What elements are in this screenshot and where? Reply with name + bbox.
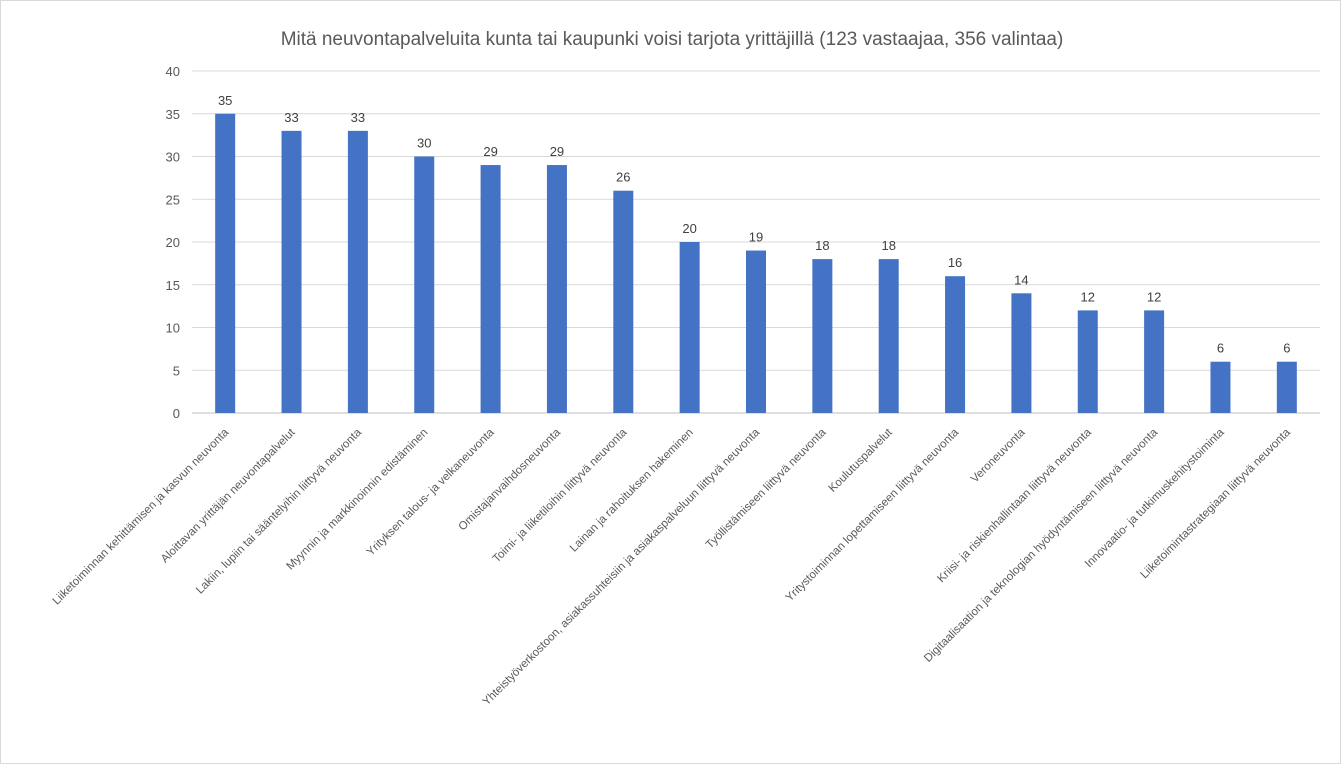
data-labels: 35 33 33 30 29 29 26 20 19 18 18 16 14 12 12 6 6 [218,93,1290,356]
data-label: 12 [1081,289,1095,304]
bar [347,130,368,413]
bars [215,113,1297,413]
data-label: 16 [948,255,962,270]
bar [1210,361,1231,413]
x-tick-label: Toimi- ja liiketiloihin liittyvä neuvont… [491,426,630,565]
data-label: 33 [351,110,365,125]
data-label: 6 [1217,341,1224,356]
data-label: 33 [284,110,298,125]
bar [215,113,236,413]
data-label: 35 [218,93,232,108]
x-tick-label: Veroneuvonta [969,426,1028,485]
data-label: 29 [483,144,497,159]
data-label: 18 [815,238,829,253]
bar [812,259,833,413]
y-tick-label: 30 [166,150,180,165]
data-label: 14 [1014,272,1028,287]
bar [1144,310,1165,413]
y-tick-label: 20 [166,235,180,250]
bar [878,259,899,413]
y-tick-label: 25 [166,192,180,207]
x-tick-label: Myynnin ja markkinoinnin edistäminen [284,427,430,573]
gridlines [192,70,1320,414]
bar [1077,310,1098,413]
x-tick-label: Kriisi- ja riskienhallintaan liittyvä ne… [935,426,1094,585]
bar [679,242,700,413]
bar [613,190,634,413]
data-label: 26 [616,170,630,185]
x-tick-label: Aloittavan yrittäjän neuvontapalvelut [159,426,298,565]
data-label: 20 [682,221,696,236]
bar [945,276,966,413]
data-label: 6 [1283,341,1290,356]
x-tick-label: Työllistämiseen liittyvä neuvonta [704,426,829,551]
x-tick-label: Lainan ja rahoituksen hakeminen [568,427,696,555]
bar [480,165,501,413]
x-tick-label: Liiketoimintastrategiaan liittyvä neuvon… [1138,426,1293,581]
bar [281,130,302,413]
x-tick-label: Digitaalisaation ja teknologian hyödyntä… [922,426,1161,665]
y-tick-label: 15 [166,278,180,293]
y-tick-label: 40 [166,64,180,79]
x-tick-label: Yrityksen talous- ja velkaneuvonta [365,426,497,558]
bar [414,156,435,413]
bar [1276,361,1297,413]
y-tick-label: 10 [166,321,180,336]
x-axis-labels: Liiketoiminnan kehittämisen ja kasvun ne… [51,426,1294,708]
y-tick-label: 5 [173,363,180,378]
data-label: 29 [550,144,564,159]
data-label: 30 [417,136,431,151]
y-tick-label: 0 [173,406,180,421]
data-label: 18 [881,238,895,253]
bar [746,250,766,413]
chart-title: Mitä neuvontapalveluita kunta tai kaupun… [281,29,1064,50]
y-tick-label: 35 [166,107,180,122]
x-tick-label: Koulutuspalvelut [827,426,896,495]
x-tick-label: Innovaatio- ja tutkimuskehitystoiminta [1083,426,1227,570]
bar [546,165,567,413]
data-label: 19 [749,230,763,245]
bar [1011,293,1032,413]
y-axis-ticks: 0 5 10 15 20 25 30 35 40 [166,64,180,421]
data-label: 12 [1147,289,1161,304]
